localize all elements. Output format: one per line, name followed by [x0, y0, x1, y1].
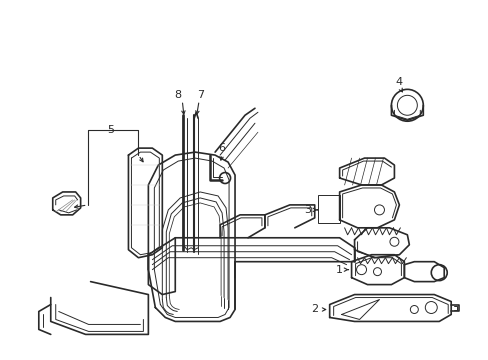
Text: 5: 5 [107, 125, 114, 135]
Text: 7: 7 [196, 90, 203, 100]
Text: 3: 3 [304, 205, 311, 215]
Text: 4: 4 [395, 77, 402, 87]
Text: 2: 2 [310, 305, 318, 315]
Text: 8: 8 [174, 90, 182, 100]
Text: 1: 1 [335, 265, 343, 275]
Text: 6: 6 [218, 143, 225, 153]
